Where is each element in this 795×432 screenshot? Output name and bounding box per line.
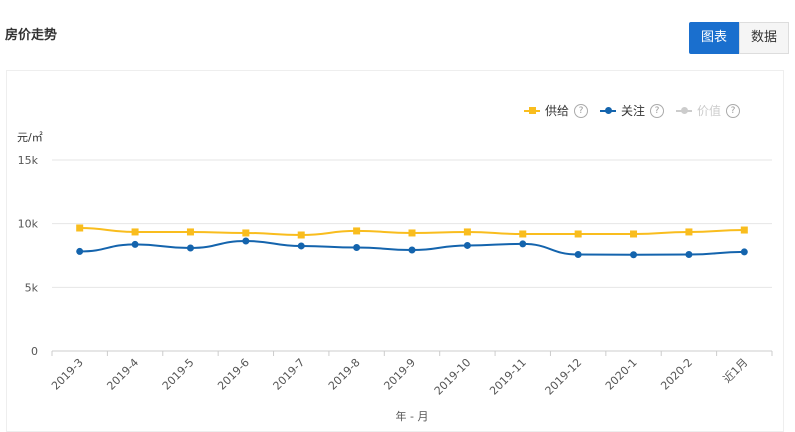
- data-point: [740, 226, 748, 234]
- data-point: [519, 230, 527, 238]
- square-marker-icon: [524, 106, 540, 114]
- legend-label: 关注: [621, 104, 646, 118]
- x-tick-label: 2020-1: [603, 356, 640, 393]
- data-point: [463, 241, 471, 249]
- y-tick-label: 10k: [18, 218, 39, 231]
- legend-label: 价值: [697, 104, 722, 118]
- data-point: [685, 250, 693, 258]
- legend-item-supply[interactable]: 供给?: [524, 102, 589, 119]
- view-tabs: 图表 数据: [689, 22, 790, 54]
- legend-item-attention[interactable]: 关注?: [600, 102, 665, 119]
- x-tick-label: 2019-6: [215, 356, 252, 393]
- help-icon[interactable]: ?: [726, 103, 741, 118]
- y-tick-label: 0: [31, 345, 38, 358]
- x-tick-label: 2019-9: [381, 356, 418, 393]
- x-tick-label: 2019-10: [432, 356, 474, 398]
- data-point: [408, 246, 416, 254]
- x-tick-label: 2019-7: [271, 356, 308, 393]
- data-point: [574, 250, 582, 258]
- data-point: [353, 243, 361, 251]
- data-point: [408, 229, 416, 237]
- legend-item-value[interactable]: 价值?: [676, 102, 741, 119]
- legend-label: 供给: [545, 104, 570, 118]
- data-point: [574, 230, 582, 238]
- x-tick-label: 2019-5: [160, 356, 197, 393]
- data-point: [242, 229, 250, 237]
- data-point: [242, 237, 250, 245]
- data-point: [76, 247, 84, 255]
- data-point: [131, 228, 139, 236]
- data-point: [740, 248, 748, 256]
- data-point: [186, 244, 194, 252]
- legend: 供给? 关注? 价值?: [524, 102, 741, 119]
- tab-chart[interactable]: 图表: [689, 22, 740, 54]
- x-tick-label: 近1月: [721, 356, 751, 386]
- line-chart: 元/㎡ 0 5k 10k 15k 2019-3 2019-4 2019-5 2019-6 2019…: [17, 131, 773, 423]
- data-point: [76, 224, 84, 232]
- y-axis-label: 元/㎡: [17, 131, 43, 144]
- circle-marker-icon: [600, 106, 617, 114]
- data-point: [131, 240, 139, 248]
- page-title: 房价走势: [5, 28, 58, 43]
- x-tick-label: 2019-12: [543, 356, 585, 398]
- y-tick-label: 15k: [18, 154, 39, 167]
- x-tick-label: 2019-3: [49, 356, 86, 393]
- data-point: [297, 242, 305, 250]
- help-icon[interactable]: ?: [650, 103, 665, 118]
- tab-data[interactable]: 数据: [739, 22, 790, 54]
- data-point: [685, 228, 693, 236]
- data-point: [630, 230, 638, 238]
- x-tick-label: 2019-4: [104, 356, 141, 393]
- data-point: [297, 231, 305, 239]
- circle-marker-icon: [676, 106, 693, 114]
- x-tick-label: 2019-8: [326, 356, 363, 393]
- x-tick-label: 2020-2: [658, 356, 695, 393]
- y-tick-label: 5k: [25, 281, 39, 294]
- help-icon[interactable]: ?: [574, 103, 589, 118]
- x-axis-label: 年 - 月: [396, 409, 429, 423]
- data-point: [353, 227, 361, 235]
- data-point: [186, 228, 194, 236]
- data-point: [630, 251, 638, 259]
- data-point: [463, 228, 471, 236]
- x-tick-label: 2019-11: [487, 356, 529, 398]
- data-point: [519, 240, 527, 248]
